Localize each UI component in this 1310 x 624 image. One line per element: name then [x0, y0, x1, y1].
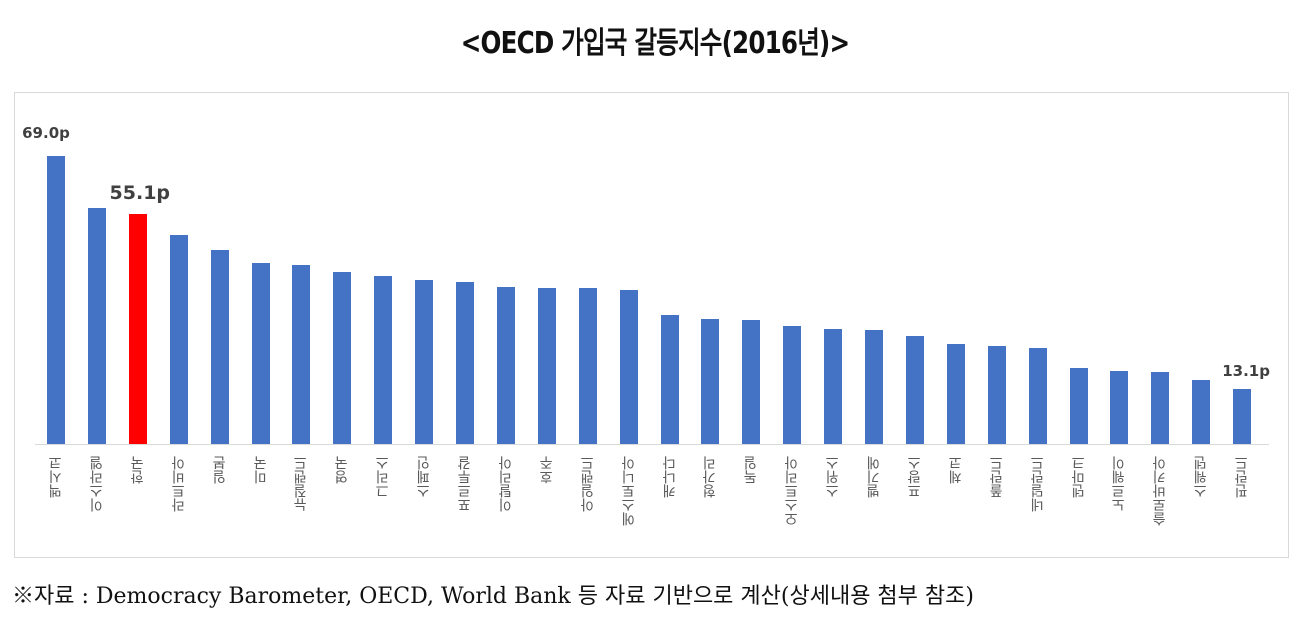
bar-18	[783, 325, 802, 444]
x-tick-label: 미국	[252, 456, 269, 484]
bar-19	[824, 328, 843, 444]
bar-24	[1028, 348, 1047, 444]
x-tick-label: 노르웨이	[1111, 456, 1128, 512]
bar-13	[578, 288, 597, 444]
x-axis-line	[35, 444, 1269, 445]
bar-27	[1151, 371, 1170, 444]
x-tick-label: 벨기에	[866, 456, 882, 498]
bar-3	[169, 235, 188, 444]
x-tick-label: 일본	[211, 456, 228, 484]
bar-8	[374, 275, 393, 444]
x-tick-label: 이탈리아	[497, 456, 514, 512]
x-tick-label: 이스라엘	[88, 456, 105, 512]
x-tick-label: 뉴질랜드	[293, 456, 310, 512]
bar-26	[1110, 370, 1129, 444]
bar-11	[496, 287, 515, 444]
x-tick-label: 멕시코	[48, 456, 64, 498]
x-tick-label: 핀란드	[1234, 456, 1251, 498]
x-tick-label: 프랑스	[906, 456, 923, 498]
x-tick-label: 네덜란드	[1029, 456, 1046, 512]
x-tick-label: 아일랜드	[579, 456, 596, 512]
x-tick-label: 캐나다	[661, 456, 678, 498]
bar-28	[1192, 379, 1211, 444]
x-tick-label: 포르투갈	[457, 456, 473, 512]
bar-25	[1069, 368, 1088, 444]
bar-12	[537, 288, 556, 444]
x-tick-label: 스위스	[825, 456, 842, 498]
bar-10	[456, 282, 474, 444]
data-label: 13.1p	[1222, 362, 1270, 381]
bar-2	[128, 214, 147, 444]
x-tick-label: 에스토니아	[620, 456, 637, 526]
bar-6	[292, 265, 311, 444]
bar-1	[87, 207, 106, 444]
x-tick-label: 독일	[743, 456, 760, 484]
bar-23	[987, 346, 1006, 444]
bar-14	[619, 290, 638, 444]
data-label: 69.0p	[22, 124, 70, 143]
x-tick-label: 영국	[334, 456, 351, 484]
bar-4	[210, 250, 229, 444]
x-tick-label: 체코	[947, 456, 964, 484]
x-tick-label: 슬로바키아	[1152, 456, 1169, 526]
data-label: 55.1p	[109, 182, 171, 205]
bar-22	[946, 343, 965, 444]
x-tick-label: 덴마크	[1070, 456, 1087, 498]
x-tick-label: 그리스	[375, 456, 392, 498]
bar-7	[333, 272, 352, 444]
bar-29	[1233, 389, 1252, 444]
source-note: ※자료 : Democracy Barometer, OECD, World B…	[12, 584, 974, 609]
chart-title: <OECD 가입국 갈등지수(2016년)>	[460, 26, 850, 61]
x-tick-label: 호주	[538, 456, 555, 484]
bar-17	[742, 320, 761, 444]
x-tick-label: 한국	[129, 456, 146, 484]
x-tick-label: 헝가리	[702, 456, 719, 498]
bar-0	[47, 156, 65, 444]
x-tick-label: 스웨덴	[1193, 456, 1210, 498]
bar-5	[251, 263, 270, 444]
x-tick-label: 라트비아	[170, 456, 187, 512]
x-tick-label: 오스트리아	[784, 456, 801, 526]
bar-15	[660, 315, 679, 444]
bar-21	[905, 336, 924, 444]
bar-9	[415, 279, 434, 444]
x-tick-label: 스페인	[416, 456, 433, 498]
bar-16	[701, 318, 720, 444]
bar-20	[865, 330, 883, 444]
x-tick-label: 폴란드	[988, 456, 1005, 498]
